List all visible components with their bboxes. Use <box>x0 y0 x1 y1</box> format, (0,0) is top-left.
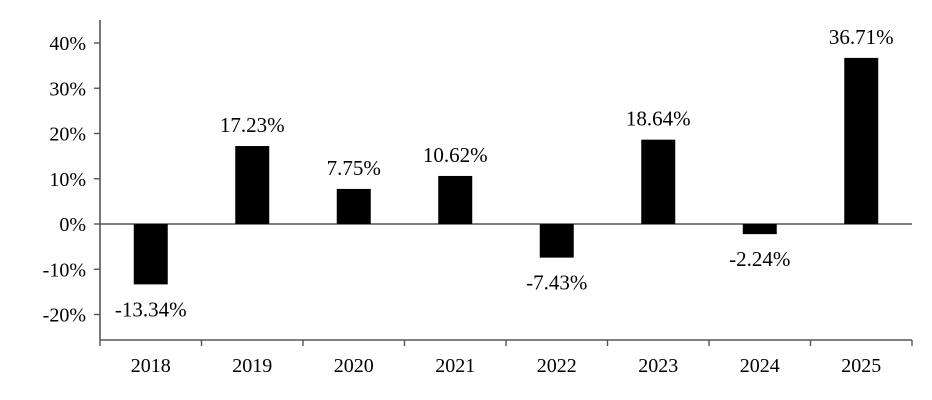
bar-2022 <box>539 224 574 258</box>
x-tick-label-2021: 2021 <box>435 355 475 377</box>
y-axis: 40% 30% 20% 10% 0% -10% -20% <box>43 20 101 340</box>
x-tick-label-2018: 2018 <box>131 355 171 377</box>
data-label-2018: -13.34% <box>115 297 187 321</box>
y-tick-label: 0% <box>59 214 86 236</box>
data-label-2025: 36.71% <box>829 25 894 49</box>
y-tick-label: -20% <box>43 305 86 327</box>
x-axis: 2018 2019 2020 2021 2022 2023 2024 2025 <box>99 223 913 377</box>
y-tick-label: 20% <box>49 124 86 146</box>
data-label-2023: 18.64% <box>626 107 691 131</box>
bar-2021 <box>438 175 473 224</box>
bar-2023 <box>641 139 676 224</box>
data-label-2021: 10.62% <box>423 143 488 167</box>
data-label-2019: 17.23% <box>220 113 285 137</box>
x-tick-label-2020: 2020 <box>334 355 374 377</box>
x-tick-label-2022: 2022 <box>537 355 577 377</box>
x-tick-label-2025: 2025 <box>841 355 881 377</box>
data-labels: -13.34% 17.23% 7.75% 10.62% -7.43% 18.64% -2.2… <box>115 25 894 321</box>
x-tick-label-2024: 2024 <box>740 355 780 377</box>
y-tick-label: 10% <box>49 169 86 191</box>
bar-2019 <box>235 146 270 224</box>
data-label-2020: 7.75% <box>327 156 381 180</box>
bar-2018 <box>133 224 168 285</box>
data-label-2022: -7.43% <box>526 271 587 295</box>
data-label-2024: -2.24% <box>729 247 790 271</box>
y-tick-label: 30% <box>49 78 86 100</box>
y-tick-label: -10% <box>43 259 86 281</box>
bar-2025 <box>844 57 879 224</box>
y-tick-label: 40% <box>49 33 86 55</box>
bar-series <box>133 57 879 285</box>
x-tick-label-2023: 2023 <box>638 355 678 377</box>
bar-2020 <box>336 188 371 224</box>
bar-2024 <box>742 224 777 235</box>
x-tick-label-2019: 2019 <box>232 355 272 377</box>
